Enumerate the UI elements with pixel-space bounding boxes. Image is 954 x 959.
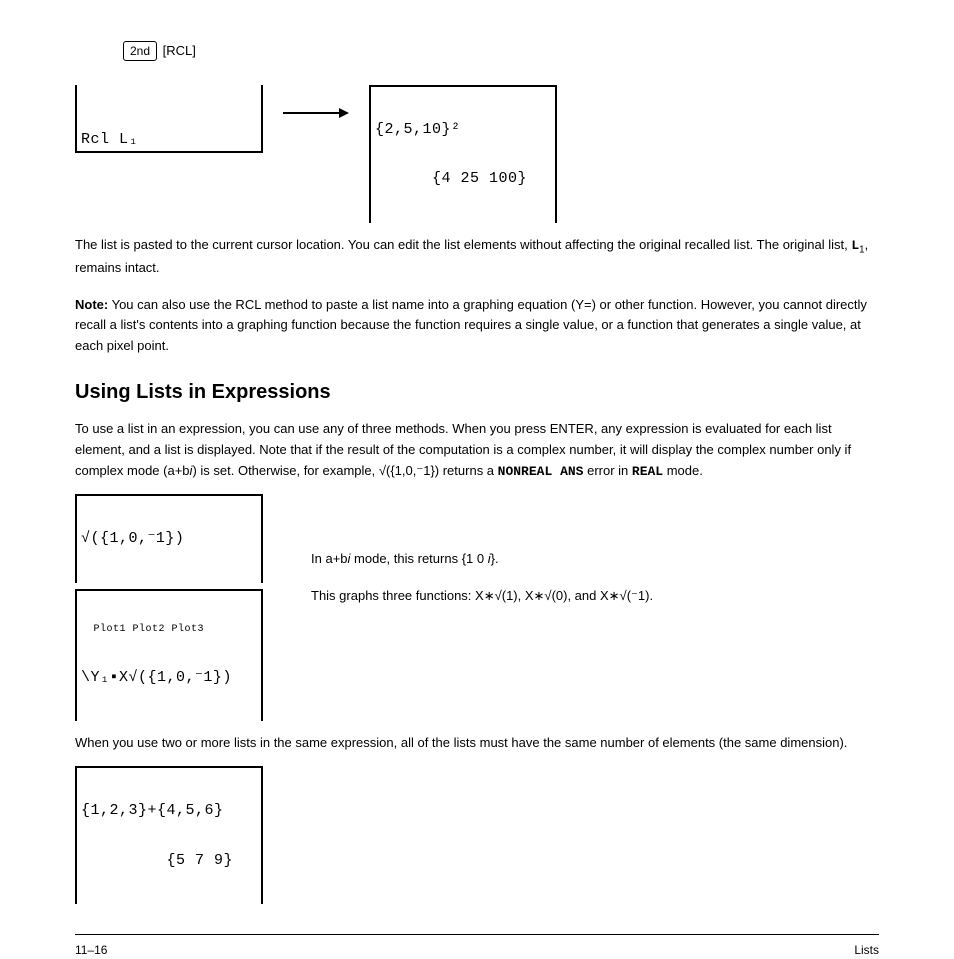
calc-line: √({1,0,⁻1}) [81, 531, 257, 548]
calc-screen-add: {1,2,3}+{4,5,6} {5 7 9} [75, 766, 263, 904]
page-footer: 11–16 Lists [75, 934, 879, 959]
paragraph-expressions: To use a list in an expression, you can … [75, 419, 879, 482]
note-label: Note: [75, 297, 108, 312]
screen-add-row: {1,2,3}+{4,5,6} {5 7 9} [75, 766, 879, 904]
screen-yequals-row: Plot1 Plot2 Plot3 \Y₁▪X√({1,0,⁻1}) In a+… [75, 589, 879, 722]
section-heading: Using Lists in Expressions [75, 377, 879, 407]
calc-line: {1,2,3}+{4,5,6} [81, 803, 257, 820]
footer-page-number: 11–16 [75, 941, 107, 959]
arrow-icon [281, 103, 351, 123]
calc-screen-result: {2,5,10}² {4 25 100} [369, 85, 557, 223]
calc-line: \Y₁▪X√({1,0,⁻1}) [81, 670, 257, 687]
side-text-block: In a+bi mode, this returns {1 0 i}. This… [311, 589, 879, 606]
paragraph-paste: The list is pasted to the current cursor… [75, 235, 879, 279]
calc-line: {5 7 9} [81, 853, 257, 870]
footer-section: Lists [854, 941, 879, 959]
calc-screen-yequals: Plot1 Plot2 Plot3 \Y₁▪X√({1,0,⁻1}) [75, 589, 263, 722]
key-2nd: 2nd [123, 41, 157, 61]
screen-pair-row: Rcl L₁ {2,5,10}² {4 25 100} [75, 85, 879, 223]
plot-header: Plot1 Plot2 Plot3 [81, 624, 257, 637]
screen-sqrt-row: √({1,0,⁻1}) [75, 494, 879, 583]
key-rcl: [RCL] [163, 41, 196, 61]
calc-line: {4 25 100} [375, 171, 551, 188]
note-block: Note: You can also use the RCL method to… [75, 295, 879, 357]
calc-screen-sqrt: √({1,0,⁻1}) [75, 494, 263, 583]
calc-line: {2,5,10}² [375, 122, 551, 139]
paragraph-dimension: When you use two or more lists in the sa… [75, 733, 879, 754]
calc-screen-rcl: Rcl L₁ [75, 85, 263, 153]
key-sequence: 2nd [RCL] [123, 40, 879, 61]
calc-line: Rcl L₁ [81, 132, 257, 149]
